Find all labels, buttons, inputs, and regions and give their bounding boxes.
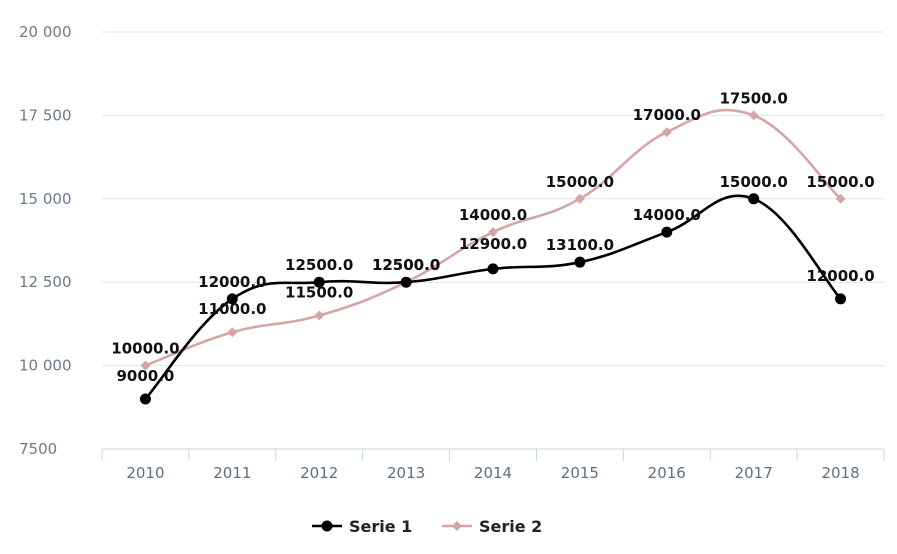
data-point[interactable] — [574, 256, 586, 268]
y-tick-label: 20 000 — [19, 23, 72, 41]
x-tick-label: 2011 — [213, 464, 251, 482]
data-label: 12000.0 — [198, 273, 266, 291]
data-label: 13100.0 — [546, 236, 614, 254]
y-tick-label: 12 500 — [19, 273, 72, 291]
x-tick-label: 2010 — [126, 464, 164, 482]
x-tick-label: 2015 — [561, 464, 599, 482]
y-axis: 7500 10 000 12 500 15 000 17 500 20 000 — [19, 23, 72, 458]
data-point[interactable] — [227, 327, 238, 338]
data-label: 9000.0 — [116, 367, 174, 385]
legend-marker — [452, 521, 462, 531]
data-label: 17000.0 — [633, 106, 701, 124]
data-point[interactable] — [226, 293, 238, 305]
data-label: 12900.0 — [459, 235, 527, 253]
legend-marker — [321, 520, 333, 532]
data-point[interactable] — [487, 263, 499, 275]
data-label: 12000.0 — [806, 267, 874, 285]
data-label: 14000.0 — [459, 206, 527, 224]
x-tick-label: 2012 — [300, 464, 338, 482]
data-point[interactable] — [748, 110, 759, 121]
legend-item-serie-1[interactable]: Serie 1 — [312, 517, 412, 536]
x-tick-label: 2013 — [387, 464, 425, 482]
data-label: 17500.0 — [720, 89, 788, 107]
data-label: 15000.0 — [806, 173, 874, 191]
data-point[interactable] — [314, 310, 325, 321]
data-label: 12500.0 — [372, 256, 440, 274]
data-label: 10000.0 — [111, 340, 179, 358]
data-point[interactable] — [661, 226, 673, 238]
y-tick-label: 7500 — [19, 440, 57, 458]
data-label: 15000.0 — [546, 173, 614, 191]
y-tick-label: 17 500 — [19, 106, 72, 124]
data-label: 14000.0 — [633, 206, 701, 224]
y-tick-label: 15 000 — [19, 190, 72, 208]
data-point[interactable] — [661, 127, 672, 138]
series-line-1 — [144, 194, 842, 400]
data-point[interactable] — [835, 293, 847, 305]
x-tick-label: 2014 — [474, 464, 512, 482]
data-point[interactable] — [140, 360, 151, 371]
y-tick-label: 10 000 — [19, 357, 72, 375]
data-label: 15000.0 — [720, 173, 788, 191]
legend[interactable]: Serie 1 Serie 2 — [312, 517, 542, 536]
x-tick-label: 2018 — [821, 464, 859, 482]
data-point[interactable] — [313, 276, 325, 288]
data-point[interactable] — [748, 193, 760, 205]
data-labels: 9000.0 12000.0 12500.0 12500.0 12900.0 13100.… — [111, 89, 874, 385]
data-label: 11500.0 — [285, 284, 353, 302]
data-label: 12500.0 — [285, 256, 353, 274]
data-label: 12500.0 — [372, 256, 440, 274]
data-label: 11000.0 — [198, 300, 266, 318]
legend-label: Serie 1 — [349, 517, 412, 536]
legend-item-serie-2[interactable]: Serie 2 — [442, 517, 542, 536]
series-lines — [144, 108, 842, 400]
data-point[interactable] — [835, 193, 846, 204]
x-tick-label: 2016 — [648, 464, 686, 482]
x-tick-label: 2017 — [735, 464, 773, 482]
data-point[interactable] — [488, 227, 498, 238]
legend-label: Serie 2 — [479, 517, 542, 536]
data-point[interactable] — [400, 276, 412, 288]
data-point[interactable] — [574, 193, 585, 204]
series-markers — [139, 110, 847, 405]
x-axis: 2010 2011 2012 2013 2014 2015 2016 2017 2018 — [101, 448, 885, 482]
data-point[interactable] — [139, 393, 151, 405]
